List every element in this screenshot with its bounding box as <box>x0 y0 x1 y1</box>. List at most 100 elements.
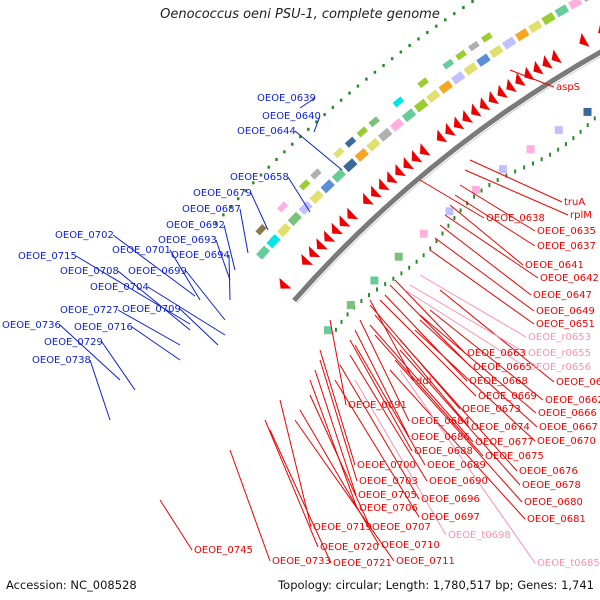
gene-label: OEOE_0680 <box>524 497 583 508</box>
gene-label: OEOE_0692 <box>166 220 225 231</box>
cog-category-block <box>489 45 503 58</box>
gene-label: OEOE_0659 <box>556 377 600 388</box>
reverse-gene-arrow <box>542 55 552 69</box>
gene-label: OEOE_0688 <box>414 446 473 457</box>
gc-skew-dot <box>460 209 462 213</box>
cog-category-block <box>309 190 323 204</box>
reverse-gene-arrow <box>489 91 499 104</box>
cog-category-block <box>277 201 288 212</box>
cog-category-block <box>582 0 596 2</box>
gc-content-dot <box>340 99 343 102</box>
gene-label: OEOE_0681 <box>527 514 586 525</box>
leader-line <box>465 170 568 215</box>
leader-line <box>280 400 311 527</box>
gc-skew-dot <box>384 282 386 286</box>
gene-label: OEOE_0662 <box>545 395 600 406</box>
reverse-gene-arrow <box>515 73 525 86</box>
gene-label: OEOE_0644 <box>237 126 296 137</box>
gc-content-dot <box>332 106 335 109</box>
gene-label: ddl <box>416 376 431 387</box>
leader-line <box>470 160 562 202</box>
gene-label: OEOE_0677 <box>475 437 534 448</box>
gene-label: OEOE_0642 <box>540 273 599 284</box>
gene-label: OEOE_0651 <box>536 319 595 330</box>
gene-label: OEOE_0670 <box>537 436 596 447</box>
gene-label: OEOE_0697 <box>421 512 480 523</box>
gene-label: OEOE_0727 <box>60 305 119 316</box>
gene-label: OEOE_0635 <box>537 226 596 237</box>
gene-label: OEOE_0673 <box>462 404 521 415</box>
gene-label: OEOE_0694 <box>171 250 230 261</box>
gc-content-dot <box>291 143 294 146</box>
cog-category-block <box>455 50 467 61</box>
gene-label: OEOE_0649 <box>536 306 595 317</box>
inner-feature-block <box>584 108 592 116</box>
gc-skew-dot <box>368 293 370 297</box>
reverse-gene-arrow <box>279 278 291 289</box>
cog-category-block <box>555 4 569 17</box>
gc-skew-dot <box>549 153 551 157</box>
gene-label: OEOE_0678 <box>522 480 581 491</box>
leader-line <box>160 500 192 550</box>
gene-label: OEOE_0684 <box>411 416 470 427</box>
gene-label: OEOE_0665 <box>473 362 532 373</box>
gc-skew-dot <box>453 216 455 220</box>
cog-category-block <box>417 77 429 88</box>
inner-feature-block <box>527 145 535 153</box>
reverse-gene-arrow <box>533 61 543 75</box>
gc-skew-dot <box>447 224 449 228</box>
gc-skew-dot <box>541 157 543 161</box>
gc-content-dot <box>382 64 385 67</box>
gene-label: OEOE_0638 <box>486 213 545 224</box>
cog-category-block <box>299 201 313 215</box>
gene-label: OEOE_r0653 <box>528 332 591 343</box>
inner-feature-block <box>420 230 428 238</box>
gc-skew-dot <box>347 312 349 316</box>
gc-skew-dot <box>488 183 490 187</box>
cog-category-block <box>541 12 555 25</box>
reverse-gene-arrow <box>579 33 589 47</box>
leader-line <box>265 420 318 547</box>
gene-label: OEOE_0696 <box>421 494 480 505</box>
gene-label: OEOE_0708 <box>60 266 119 277</box>
leader-line <box>90 360 110 420</box>
cog-category-block <box>464 62 478 75</box>
cog-category-block <box>426 89 440 103</box>
gc-content-dot <box>283 150 286 153</box>
gene-label: OEOE_0640 <box>262 111 321 122</box>
cog-category-block <box>390 118 404 132</box>
gene-label: OEOE_0639 <box>257 93 316 104</box>
gc-content-dot <box>374 71 377 74</box>
gene-label: OEOE_r0656 <box>528 362 591 373</box>
gene-label: OEOE_0706 <box>359 503 418 514</box>
cog-category-block <box>528 20 542 33</box>
gc-skew-dot <box>360 299 362 303</box>
cog-category-block <box>502 36 516 49</box>
cog-category-block <box>357 126 368 137</box>
reverse-gene-arrow <box>420 143 431 155</box>
gene-label: OEOE_0667 <box>539 422 598 433</box>
gc-skew-dot <box>473 195 475 199</box>
gene-label: OEOE_0641 <box>525 260 584 271</box>
leader-line <box>295 131 342 170</box>
leader-line <box>460 185 535 231</box>
gc-content-dot <box>307 128 310 131</box>
gc-content-dot <box>435 25 438 28</box>
genome-map: 580 kbp600 kbp620 kbp640 kbp660 kbp680 k… <box>0 0 600 600</box>
gc-skew-dot <box>523 165 525 169</box>
cog-category-block <box>393 96 405 107</box>
gc-skew-dot <box>340 320 342 324</box>
cog-category-block <box>481 32 493 43</box>
cog-category-block <box>299 179 310 190</box>
gene-label: OEOE_0691 <box>348 400 407 411</box>
gc-content-dot <box>408 44 411 47</box>
leader-line <box>315 370 356 495</box>
cog-category-block <box>451 71 465 85</box>
gene-label: OEOE_0711 <box>396 556 455 567</box>
accession-text: Accession: NC_008528 <box>6 578 137 592</box>
leader-line <box>420 275 526 337</box>
gc-content-dot <box>453 12 456 15</box>
cog-category-block <box>333 147 344 158</box>
cog-category-block <box>366 138 380 152</box>
gc-skew-dot <box>580 130 582 134</box>
